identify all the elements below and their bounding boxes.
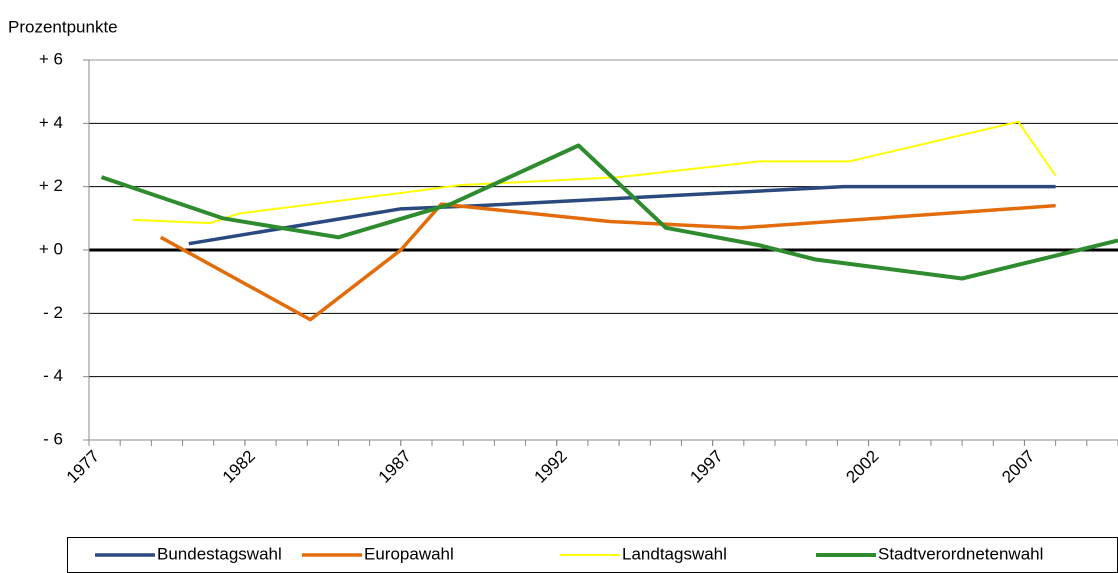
legend-label: Europawahl (364, 544, 454, 563)
x-tick-label: 1977 (63, 447, 103, 487)
series-line (188, 184, 1056, 246)
series-line (132, 120, 1057, 225)
series-line (159, 202, 1056, 322)
y-tick-label: - 2 (43, 303, 63, 322)
x-tick-label: 2002 (842, 447, 882, 487)
x-tick-label: 1987 (375, 447, 415, 487)
x-tick-label: 1997 (686, 447, 726, 487)
y-tick-label: + 6 (39, 49, 63, 68)
legend-label: Bundestagswahl (157, 544, 282, 563)
series-line (100, 143, 1118, 281)
x-tick-label: 1982 (219, 447, 259, 487)
y-tick-label: - 4 (43, 366, 63, 385)
y-tick-label: + 2 (39, 176, 63, 195)
x-tick-label: 1992 (531, 447, 571, 487)
y-axis-label: Prozentpunkte (8, 17, 118, 36)
y-tick-label: + 0 (39, 239, 63, 258)
legend-label: Stadtverordnetenwahl (878, 544, 1043, 563)
x-tick-label: 2007 (998, 447, 1038, 487)
legend-label: Landtagswahl (622, 544, 727, 563)
y-tick-label: - 6 (43, 429, 63, 448)
y-tick-label: + 4 (39, 113, 63, 132)
